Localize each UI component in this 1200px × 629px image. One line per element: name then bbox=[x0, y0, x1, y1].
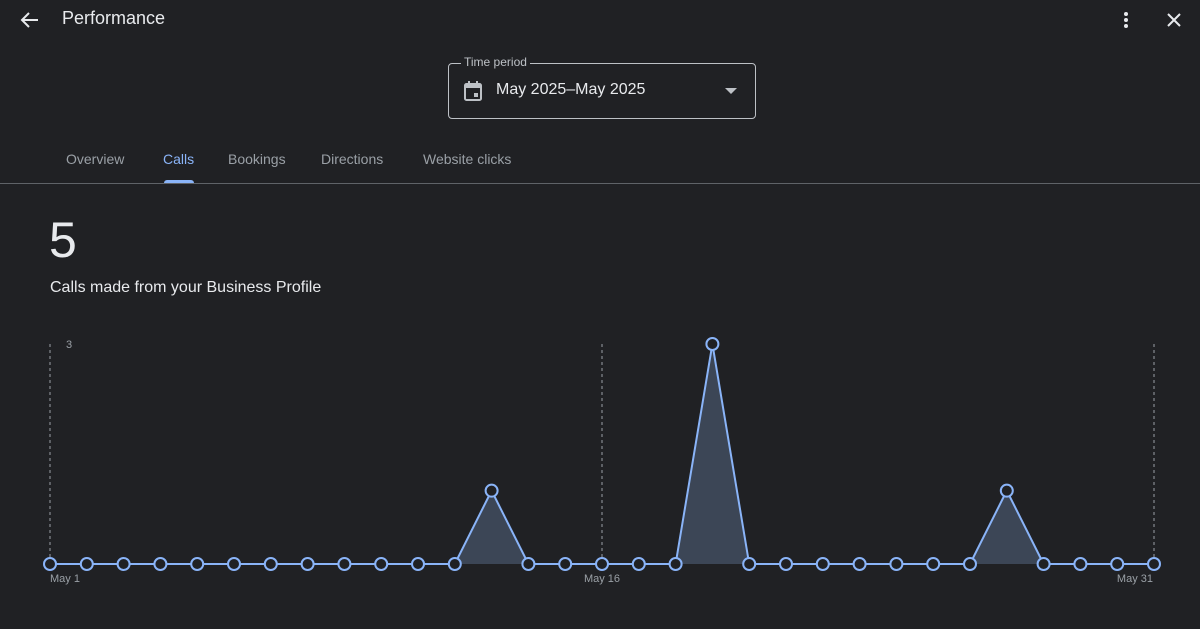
arrow-back-icon bbox=[20, 12, 38, 28]
data-point bbox=[447, 557, 462, 571]
data-point bbox=[668, 557, 683, 571]
tab-website-clicks[interactable]: Website clicks bbox=[423, 151, 512, 167]
data-point bbox=[116, 557, 131, 571]
x-tick-label: May 1 bbox=[50, 573, 80, 585]
active-tab-indicator bbox=[164, 180, 194, 183]
x-tick-label: May 16 bbox=[584, 573, 620, 585]
data-point bbox=[411, 557, 425, 571]
tab-directions[interactable]: Directions bbox=[321, 151, 384, 167]
data-point bbox=[779, 557, 793, 571]
data-point bbox=[1036, 557, 1051, 571]
time-period-select[interactable]: Time period May 2025–May 2025 bbox=[448, 55, 756, 119]
more-vert-icon bbox=[1124, 12, 1128, 28]
data-point bbox=[190, 557, 205, 571]
data-point bbox=[963, 557, 977, 571]
data-point bbox=[153, 557, 168, 571]
tab-bar: Overview Calls Bookings Directions Websi… bbox=[0, 140, 1200, 184]
data-point bbox=[227, 557, 241, 571]
tab-calls[interactable]: Calls bbox=[163, 151, 195, 167]
data-point bbox=[999, 483, 1014, 498]
data-point bbox=[1073, 557, 1088, 571]
tab-overview[interactable]: Overview bbox=[66, 151, 125, 167]
back-button[interactable] bbox=[14, 6, 46, 34]
data-point bbox=[815, 557, 830, 571]
data-point bbox=[1147, 557, 1161, 571]
data-point bbox=[852, 557, 867, 571]
more-options-button[interactable] bbox=[1112, 6, 1140, 34]
data-point bbox=[558, 557, 573, 571]
data-point bbox=[595, 557, 609, 571]
top-bar: Performance bbox=[0, 0, 1200, 40]
data-point bbox=[742, 557, 757, 571]
data-point bbox=[889, 557, 904, 571]
calendar-icon bbox=[464, 81, 482, 101]
data-point bbox=[337, 557, 352, 571]
metric-caption: Calls made from your Business Profile bbox=[50, 279, 322, 296]
tab-bookings[interactable]: Bookings bbox=[228, 151, 286, 167]
time-period-value: May 2025–May 2025 bbox=[496, 81, 646, 98]
data-point bbox=[631, 557, 646, 571]
data-point bbox=[705, 337, 720, 351]
data-point bbox=[263, 557, 278, 571]
page-title: Performance bbox=[62, 8, 166, 28]
data-point bbox=[926, 557, 941, 571]
close-icon bbox=[1167, 13, 1181, 27]
total-count: 5 bbox=[49, 212, 77, 268]
x-tick-label: May 31 bbox=[1117, 573, 1153, 585]
calls-chart: 3 May 1 May 16 May 31 bbox=[43, 337, 1161, 585]
data-point bbox=[374, 557, 389, 571]
data-point bbox=[484, 483, 499, 498]
close-button[interactable] bbox=[1160, 6, 1188, 34]
y-tick-label: 3 bbox=[66, 339, 72, 351]
data-point bbox=[79, 557, 94, 571]
tab-divider bbox=[0, 183, 1200, 184]
data-point bbox=[300, 557, 315, 571]
time-period-label: Time period bbox=[461, 55, 530, 69]
data-point bbox=[1110, 557, 1125, 571]
data-point bbox=[521, 557, 536, 571]
arrow-drop-down-icon bbox=[725, 88, 737, 94]
data-point bbox=[43, 557, 57, 571]
